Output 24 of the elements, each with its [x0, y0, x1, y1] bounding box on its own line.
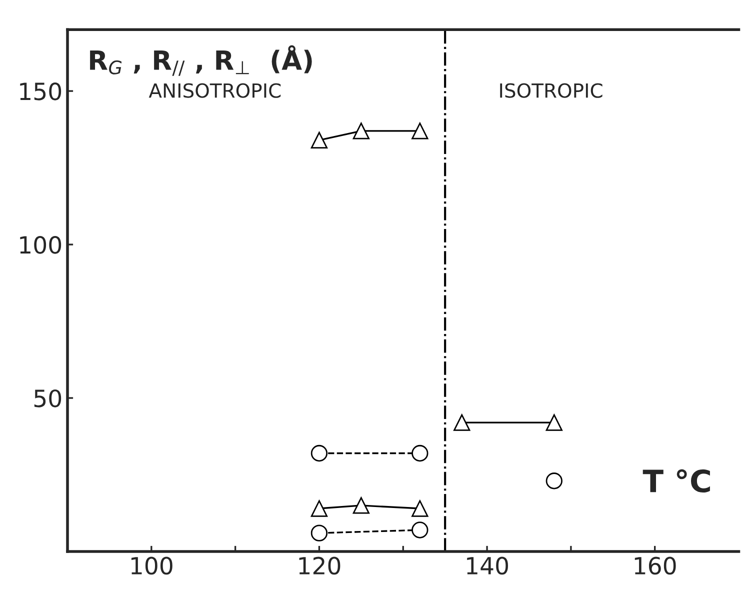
point: [310, 132, 328, 148]
text: R$_{G}$ , R$_{//}$ , R$_{⊥}$ (Å): [90, 45, 312, 76]
annotation: ANISOTROPIC: [148, 83, 281, 98]
point: [412, 500, 428, 517]
point: [454, 414, 470, 431]
x-axis-title: T °C: [642, 469, 710, 493]
point: [546, 472, 562, 490]
point: [412, 522, 428, 538]
annotation: ISOTROPIC: [500, 83, 602, 98]
x-tick-label: 140: [467, 556, 508, 575]
point: [352, 122, 370, 140]
point: [310, 524, 328, 542]
y-tick-label: 100: [20, 236, 62, 254]
point: [412, 122, 428, 140]
y-tick-label: 150: [20, 82, 62, 100]
x-tick-label: 160: [634, 556, 676, 575]
x-tick-label: 120: [299, 556, 340, 575]
point: [310, 500, 328, 517]
point: [352, 497, 370, 514]
point: [412, 444, 428, 462]
point: [310, 444, 328, 462]
point: [546, 414, 562, 431]
y-tick-label: 50: [34, 389, 62, 408]
x-tick-label: 100: [131, 556, 172, 575]
